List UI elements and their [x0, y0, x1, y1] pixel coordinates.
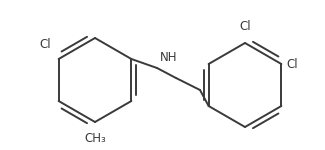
Text: Cl: Cl — [286, 57, 298, 70]
Text: Cl: Cl — [39, 38, 51, 51]
Text: NH: NH — [160, 51, 177, 64]
Text: Cl: Cl — [239, 20, 251, 33]
Text: CH₃: CH₃ — [84, 132, 106, 145]
